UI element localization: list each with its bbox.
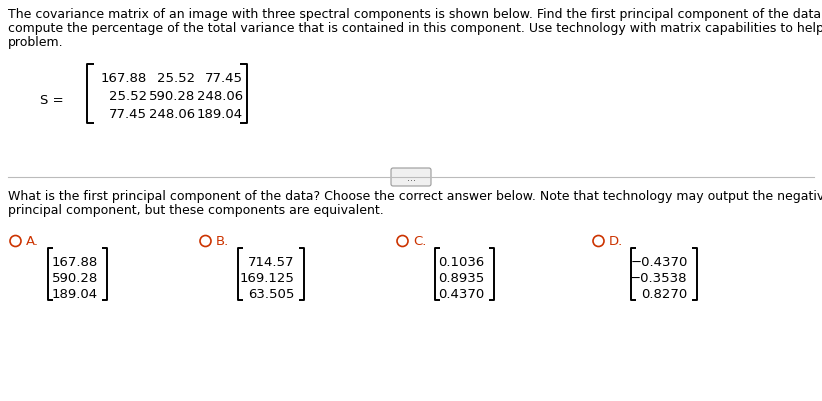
Text: 0.1036: 0.1036 <box>439 255 485 268</box>
Text: 77.45: 77.45 <box>109 108 147 121</box>
Text: ...: ... <box>407 172 415 182</box>
Text: problem.: problem. <box>8 36 63 49</box>
Text: S =: S = <box>40 93 63 106</box>
Text: 189.04: 189.04 <box>197 108 243 121</box>
Text: 167.88: 167.88 <box>52 255 98 268</box>
Text: C.: C. <box>413 235 427 248</box>
Text: 590.28: 590.28 <box>149 90 195 103</box>
Text: 248.06: 248.06 <box>149 108 195 121</box>
Text: 248.06: 248.06 <box>197 90 243 103</box>
Text: 167.88: 167.88 <box>101 72 147 85</box>
Text: 0.4370: 0.4370 <box>439 287 485 300</box>
Text: 189.04: 189.04 <box>52 287 98 300</box>
Text: A.: A. <box>26 235 39 248</box>
Text: −0.3538: −0.3538 <box>630 271 687 284</box>
Text: 63.505: 63.505 <box>248 287 294 300</box>
Text: The covariance matrix of an image with three spectral components is shown below.: The covariance matrix of an image with t… <box>8 8 822 21</box>
Text: 169.125: 169.125 <box>240 271 294 284</box>
Text: D.: D. <box>609 235 623 248</box>
Text: 0.8935: 0.8935 <box>439 271 485 284</box>
Text: principal component, but these components are equivalent.: principal component, but these component… <box>8 203 384 217</box>
Text: 0.8270: 0.8270 <box>641 287 687 300</box>
Text: compute the percentage of the total variance that is contained in this component: compute the percentage of the total vari… <box>8 22 822 35</box>
Text: 25.52: 25.52 <box>109 90 147 103</box>
Text: 590.28: 590.28 <box>52 271 98 284</box>
Text: 25.52: 25.52 <box>157 72 195 85</box>
Text: What is the first principal component of the data? Choose the correct answer bel: What is the first principal component of… <box>8 190 822 203</box>
FancyBboxPatch shape <box>391 168 431 186</box>
Text: 714.57: 714.57 <box>248 255 294 268</box>
Text: 77.45: 77.45 <box>205 72 243 85</box>
Text: B.: B. <box>216 235 229 248</box>
Text: −0.4370: −0.4370 <box>630 255 687 268</box>
